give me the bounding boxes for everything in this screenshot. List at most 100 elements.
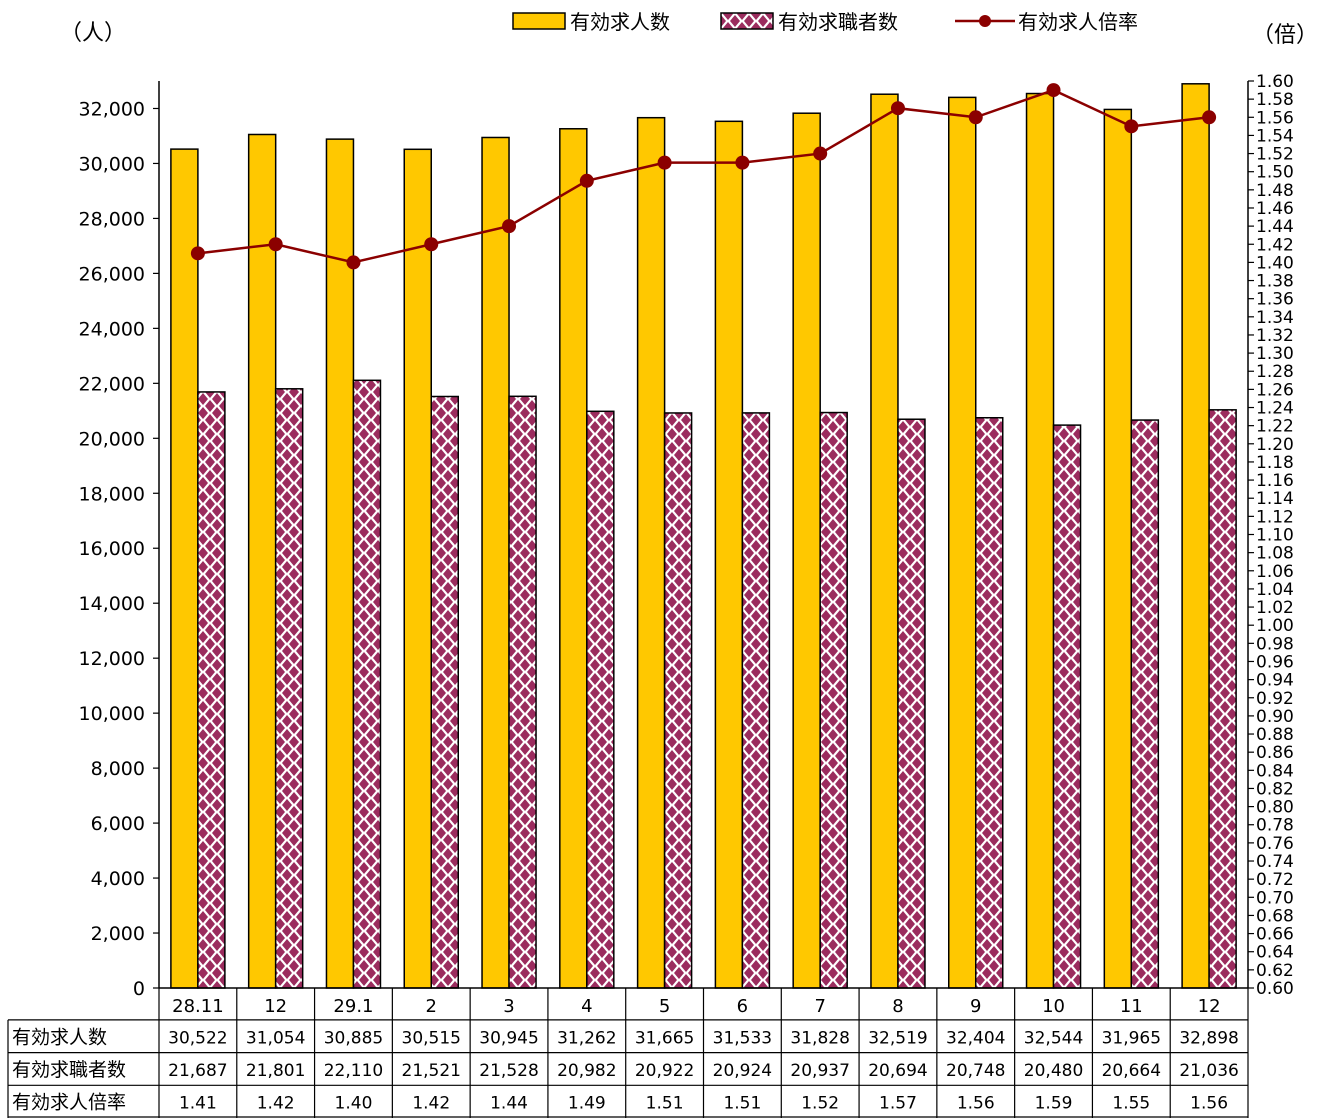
right-axis-tick-label: 0.84 [1256,761,1294,781]
point-ratio [657,155,672,170]
table-cell: 30,945 [479,1028,538,1048]
legend-label-job-seekers: 有効求職者数 [778,10,898,34]
left-axis-tick-label: 28,000 [79,208,145,230]
line-ratio [197,88,1210,264]
right-axis-tick-label: 0.80 [1256,798,1294,818]
right-axis-tick-label: 1.06 [1256,562,1294,582]
left-axis-tick-label: 12,000 [79,648,145,670]
right-axis-tick-label: 0.66 [1256,925,1294,945]
bar-job-openings [1025,92,1055,989]
bar-job-seekers [897,418,926,989]
point-ratio [346,255,361,270]
category-label: 4 [581,996,592,1017]
table-cell: 20,924 [713,1061,772,1081]
bar-job-seekers [1130,419,1160,989]
legend-label-ratio: 有効求人倍率 [1018,10,1138,34]
right-axis-tick-label: 1.04 [1256,580,1294,600]
table-cell: 32,544 [1024,1028,1083,1048]
right-axis-tick-label: 1.08 [1256,544,1294,564]
point-ratio [424,237,439,252]
table-cell: 21,528 [479,1061,538,1081]
table-cell: 1.42 [257,1094,295,1114]
point-ratio [190,246,205,261]
category-label: 7 [814,996,825,1017]
table-cell: 31,262 [557,1028,616,1048]
table-cell: 20,480 [1024,1061,1083,1081]
plot-area: 0 2,000 4,000 6,000 8,000 10,000 12,000 14,000 1… [7,72,1294,1118]
right-axis-tick-label: 0.78 [1256,816,1294,836]
category-label: 3 [503,996,514,1017]
table-cell: 1.57 [879,1094,917,1114]
legend-item-job-openings: 有効求人数 [512,10,670,34]
right-axis-tick-label: 1.10 [1256,526,1294,546]
left-axis-tick-label: 14,000 [79,593,145,615]
left-axis-tick-label: 32,000 [79,98,145,120]
legend: 有効求人数 有効求職者数 有効求人倍率 [512,10,1138,34]
bar-job-seekers [508,395,537,989]
bar-job-openings [403,148,432,989]
table-cell: 20,922 [635,1061,694,1081]
left-axis-tick-label: 24,000 [79,318,145,340]
table-cell: 20,694 [868,1061,927,1081]
left-axis-tick-label: 16,000 [79,538,145,560]
right-axis-tick-label: 1.28 [1256,362,1294,382]
table-cell: 22,110 [324,1061,383,1081]
legend-item-ratio: 有効求人倍率 [955,10,1138,34]
right-axis-tick-label: 1.42 [1256,235,1294,255]
legend-item-job-seekers: 有効求職者数 [720,10,898,34]
right-axis-tick-label: 0.88 [1256,725,1294,745]
right-axis-tick-label: 1.16 [1256,471,1294,491]
left-axis-tick-label: 10,000 [79,703,145,725]
right-axis-tick-label: 1.32 [1256,326,1294,346]
bar-job-openings [247,133,277,989]
table-cell: 31,533 [713,1028,772,1048]
point-ratio [1202,110,1217,125]
table-cell: 31,054 [246,1028,305,1048]
bar-job-openings [948,96,977,989]
bar-job-openings [636,116,666,989]
bar-job-openings [481,136,510,989]
bar-job-seekers [1208,409,1237,989]
table-cell: 1.52 [801,1094,839,1114]
right-axis-tick-label: 0.74 [1256,852,1294,872]
table-cell: 1.51 [723,1094,761,1114]
left-axis-tick-label: 20,000 [79,428,145,450]
table-cell: 31,665 [635,1028,694,1048]
table-row-label: 有効求人倍率 [12,1092,126,1114]
table-cell: 21,801 [246,1061,305,1081]
right-axis-tick-label: 1.24 [1256,399,1294,419]
point-ratio [1124,119,1139,134]
legend-marker-ratio [979,15,991,27]
table-cell: 21,687 [168,1061,227,1081]
right-axis-tick-label: 1.20 [1256,435,1294,455]
table-cell: 1.41 [179,1094,217,1114]
right-axis-tick-label: 0.60 [1256,979,1294,999]
table-cell: 1.40 [335,1094,373,1114]
table-row-label: 有効求職者数 [12,1059,126,1081]
category-label: 12 [1198,996,1221,1017]
right-axis-tick-label: 1.18 [1256,453,1294,473]
table-cell: 31,828 [790,1028,849,1048]
right-axis-tick-label: 0.68 [1256,906,1294,926]
bar-job-seekers [430,395,459,989]
point-ratio [968,110,983,125]
point-ratio [813,146,828,161]
legend-swatch-job-openings [512,12,566,30]
table-cell: 1.49 [568,1094,606,1114]
right-axis-tick-label: 1.50 [1256,163,1294,183]
left-axis-tick-label: 0 [133,978,145,1000]
category-label: 28.11 [172,996,224,1017]
table-cell: 21,036 [1179,1061,1238,1081]
right-axis-tick-label: 1.38 [1256,272,1294,292]
left-axis-tick-label: 18,000 [79,483,145,505]
bar-job-seekers [741,412,771,989]
table-cell: 20,664 [1102,1061,1161,1081]
right-axis-tick-label: 0.90 [1256,707,1294,727]
bar-job-openings [792,112,821,989]
bar-job-seekers [1052,424,1082,989]
right-axis-unit-label: （倍） [1252,23,1318,48]
bar-job-openings [714,120,744,989]
point-ratio [1046,83,1061,98]
bar-job-seekers [663,412,693,989]
left-axis-tick-label: 2,000 [91,923,145,945]
